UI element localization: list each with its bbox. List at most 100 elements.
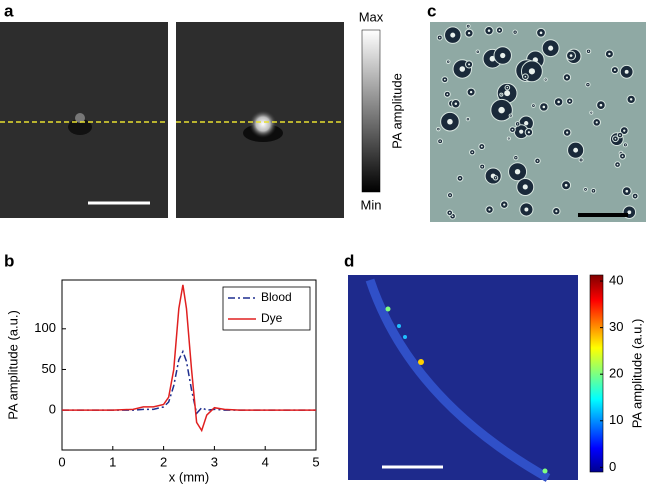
x-axis-label: x (mm) bbox=[169, 469, 209, 484]
droplet-glint bbox=[511, 128, 514, 131]
droplet-glint bbox=[522, 184, 528, 190]
droplet-glint bbox=[446, 93, 449, 96]
droplet-glint bbox=[516, 123, 519, 125]
droplet-glint bbox=[504, 90, 511, 97]
legend-label: Dye bbox=[261, 311, 283, 325]
droplet-glint bbox=[542, 105, 546, 109]
hotspot bbox=[385, 306, 391, 312]
droplet-glint bbox=[481, 165, 483, 168]
colorbar-max: Max bbox=[359, 9, 384, 24]
droplet-glint bbox=[471, 151, 474, 154]
droplet-glint bbox=[608, 52, 611, 56]
droplet-glint bbox=[448, 211, 451, 214]
droplet-glint bbox=[503, 203, 506, 206]
droplet-glint bbox=[627, 210, 632, 215]
panel-label: c bbox=[427, 1, 436, 20]
droplet-glint bbox=[524, 121, 529, 126]
dark-spot bbox=[68, 119, 92, 135]
droplet-glint bbox=[629, 98, 633, 101]
droplet-glint bbox=[634, 195, 637, 197]
droplet-glint bbox=[548, 45, 554, 51]
y-tick-label: 100 bbox=[34, 320, 56, 335]
hotspot bbox=[418, 359, 424, 365]
droplet-glint bbox=[459, 177, 461, 180]
droplet-glint bbox=[524, 75, 527, 78]
data-line bbox=[62, 284, 316, 433]
droplet-glint bbox=[566, 131, 569, 134]
hotspot bbox=[397, 324, 401, 328]
droplet-glint bbox=[625, 189, 629, 193]
hotspots bbox=[385, 306, 548, 474]
droplet-glint bbox=[564, 183, 568, 187]
droplet-glint bbox=[498, 106, 505, 114]
droplet-glint bbox=[443, 78, 446, 81]
hotspot bbox=[542, 468, 548, 474]
droplet-glint bbox=[510, 115, 512, 117]
colorbar-label: PA amplitude bbox=[389, 73, 404, 149]
droplet-glint bbox=[527, 131, 531, 134]
droplet-glint bbox=[506, 86, 509, 89]
droplet-glint bbox=[555, 210, 558, 213]
droplet-glint bbox=[447, 118, 453, 125]
x-tick-label: 1 bbox=[109, 454, 116, 469]
droplet-glint bbox=[557, 100, 560, 104]
data-line bbox=[62, 349, 316, 415]
x-tick-label: 0 bbox=[58, 454, 65, 469]
droplet-glint bbox=[508, 138, 510, 139]
droplet-glint bbox=[624, 69, 629, 74]
droplet-glint bbox=[468, 63, 471, 66]
droplet-glint bbox=[613, 69, 616, 72]
droplet-glint bbox=[580, 159, 582, 161]
plot-area bbox=[61, 279, 317, 451]
droplet-glint bbox=[467, 31, 471, 35]
legend bbox=[222, 286, 311, 331]
droplet-glint bbox=[623, 129, 626, 132]
droplet-glint bbox=[438, 36, 441, 39]
droplet-glint bbox=[536, 160, 539, 162]
colorbar-tick-label: 30 bbox=[609, 319, 623, 334]
colorbar bbox=[589, 274, 604, 473]
droplet-glint bbox=[469, 90, 473, 94]
droplet-glint bbox=[467, 118, 469, 120]
droplet-glint bbox=[569, 54, 573, 57]
y-axis-label: PA amplitude (a.u.) bbox=[5, 310, 20, 420]
droplet-glint bbox=[494, 177, 497, 179]
colorbar-tick-label: 20 bbox=[609, 366, 623, 381]
hotspot bbox=[403, 335, 407, 339]
droplet-glint bbox=[500, 94, 502, 96]
x-tick-label: 3 bbox=[211, 454, 218, 469]
droplet-glint bbox=[488, 208, 491, 211]
droplet-glint bbox=[621, 155, 624, 158]
panel-label: a bbox=[4, 1, 14, 20]
droplet-glint bbox=[614, 137, 617, 140]
droplet-glint bbox=[565, 76, 569, 79]
droplet-glint bbox=[595, 121, 598, 124]
droplet-glint bbox=[439, 140, 441, 142]
droplet-glint bbox=[480, 145, 483, 148]
panel-label: b bbox=[4, 251, 14, 270]
y-tick-label: 0 bbox=[49, 402, 56, 417]
droplet-glint bbox=[568, 100, 571, 103]
droplet-glint bbox=[539, 31, 543, 35]
colorbar-tick-label: 0 bbox=[609, 459, 616, 474]
droplet-glint bbox=[524, 207, 529, 212]
vessel bbox=[365, 278, 551, 482]
bright-spot bbox=[249, 110, 277, 138]
droplet-glint bbox=[514, 169, 521, 175]
droplet-glint bbox=[584, 188, 587, 190]
droplet-glint bbox=[500, 52, 506, 59]
legend-label: Blood bbox=[261, 290, 292, 304]
droplet-glint bbox=[624, 144, 627, 146]
x-tick-label: 2 bbox=[160, 454, 167, 469]
droplet-glint bbox=[519, 129, 524, 134]
colorbar-label: PA amplitude (a.u.) bbox=[629, 319, 644, 429]
bright-spot bbox=[75, 113, 85, 123]
droplet-glint bbox=[514, 31, 516, 33]
panel-label: d bbox=[344, 251, 354, 270]
droplet-glint bbox=[528, 68, 536, 75]
droplets bbox=[436, 23, 639, 220]
droplet-glint bbox=[545, 79, 547, 81]
droplet-glint bbox=[449, 194, 451, 196]
x-tick-label: 4 bbox=[262, 454, 269, 469]
